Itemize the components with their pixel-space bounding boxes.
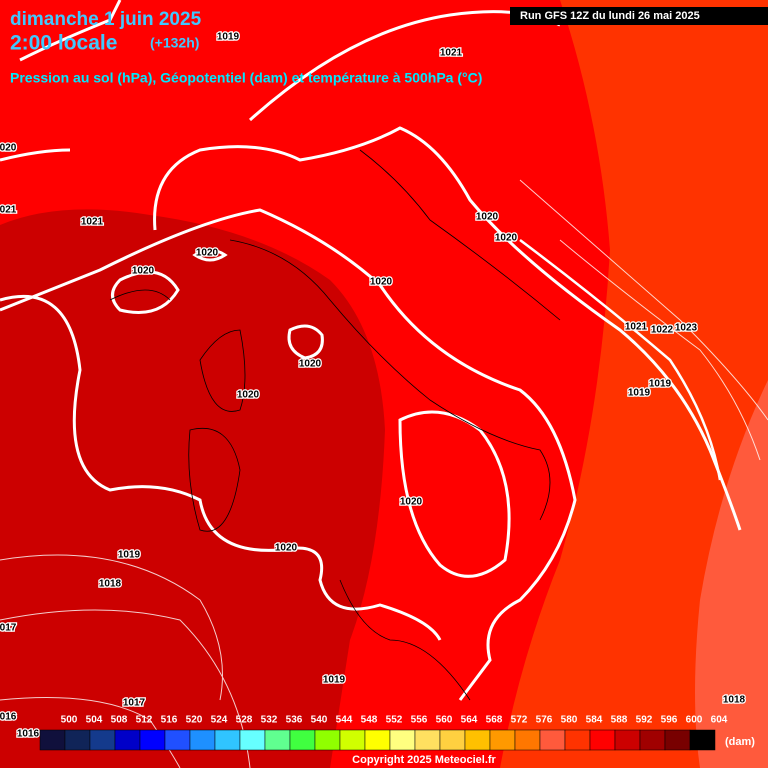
- legend-swatch: [289, 729, 316, 751]
- isobar-label: 1018: [723, 695, 746, 706]
- legend-swatch: [539, 729, 566, 751]
- isobar-label: 1019: [118, 550, 141, 561]
- isobar-label: 1020: [476, 212, 499, 223]
- legend-swatch: [689, 729, 716, 751]
- isobar-label: 1021: [81, 217, 104, 228]
- isobar-label: 1020: [299, 359, 322, 370]
- legend-swatch: [314, 729, 341, 751]
- isobar-label: 1020: [495, 233, 518, 244]
- legend-label: 568: [486, 715, 503, 726]
- legend-label: 572: [511, 715, 528, 726]
- legend-label: 532: [261, 715, 278, 726]
- legend-swatch: [214, 729, 241, 751]
- legend-swatch: [589, 729, 616, 751]
- isobar-label: 017: [0, 623, 17, 634]
- subtitle: Pression au sol (hPa), Géopotentiel (dam…: [10, 70, 482, 86]
- legend-label: 500: [61, 715, 78, 726]
- legend-label: 552: [386, 715, 403, 726]
- isobar-label: 1020: [132, 266, 155, 277]
- isobar-label: 1022: [651, 325, 674, 336]
- legend-label: 592: [636, 715, 653, 726]
- legend-label: 504: [86, 715, 103, 726]
- legend-label: 540: [311, 715, 328, 726]
- isobar-label: 1020: [196, 248, 219, 259]
- legend-label: 508: [111, 715, 128, 726]
- isobar-label: 1016: [17, 729, 40, 740]
- legend-swatch: [664, 729, 691, 751]
- isobar-label: 1020: [275, 543, 298, 554]
- legend-swatch: [564, 729, 591, 751]
- legend-label: 600: [686, 715, 703, 726]
- legend-label: 512: [136, 715, 153, 726]
- legend-label: 520: [186, 715, 203, 726]
- legend-swatch: [339, 729, 366, 751]
- legend-swatch: [514, 729, 541, 751]
- isobar-label: 016: [0, 712, 17, 723]
- legend-label: 516: [161, 715, 178, 726]
- isobar-label: 1019: [323, 675, 346, 686]
- isobar-label: 020: [0, 143, 17, 154]
- legend-swatch: [414, 729, 441, 751]
- isobar-label: 1020: [370, 277, 393, 288]
- isobar-label: 1020: [237, 390, 260, 401]
- legend-label: 596: [661, 715, 678, 726]
- legend-swatch: [139, 729, 166, 751]
- legend-label: 536: [286, 715, 303, 726]
- legend-swatch: [89, 729, 116, 751]
- legend-swatch: [489, 729, 516, 751]
- legend-swatch: [464, 729, 491, 751]
- legend-swatch: [164, 729, 191, 751]
- legend-swatch: [614, 729, 641, 751]
- run-info: Run GFS 12Z du lundi 26 mai 2025: [520, 10, 700, 22]
- legend-label: 576: [536, 715, 553, 726]
- isotherms: [0, 179, 768, 769]
- legend-label: 548: [361, 715, 378, 726]
- legend-swatch: [39, 729, 66, 751]
- zone-580: [695, 380, 768, 768]
- zone-592: [0, 209, 385, 768]
- copyright: Copyright 2025 Meteociel.fr: [352, 754, 496, 766]
- run-banner: [510, 7, 768, 25]
- isobar-label: 1021: [440, 48, 463, 59]
- lead-time: (+132h): [150, 35, 199, 51]
- isobar-label: 1023: [675, 323, 698, 334]
- forecast-date: dimanche 1 juin 2025: [10, 9, 202, 30]
- coastlines: [109, 149, 561, 701]
- legend-swatch: [189, 729, 216, 751]
- legend-swatch: [364, 729, 391, 751]
- forecast-time: 2:00 locale: [10, 32, 117, 55]
- legend-label: 528: [236, 715, 253, 726]
- isobar-labels: 1019 1021 020 021 1021 1020 1020 1020 1020 1020 10…: [0, 30, 747, 741]
- legend-unit: (dam): [725, 736, 755, 748]
- legend-label: 604: [711, 715, 728, 726]
- isobar-label: 1017: [123, 698, 146, 709]
- isobar-label: 021: [0, 205, 17, 216]
- legend-label: 544: [336, 715, 353, 726]
- isobar-label: 1019: [649, 379, 672, 390]
- isobar-label: 1020: [400, 497, 423, 508]
- legend-swatch: [239, 729, 266, 751]
- legend-label: 588: [611, 715, 628, 726]
- legend-swatch: [114, 729, 141, 751]
- legend-label: 556: [411, 715, 428, 726]
- isobar-label: 1019: [217, 32, 240, 43]
- legend-label: 584: [586, 715, 603, 726]
- legend-label: 580: [561, 715, 578, 726]
- legend-swatch: [264, 729, 291, 751]
- legend-label: 564: [461, 715, 478, 726]
- legend: 500 504 508 512 516 520 524 528 532 536 540 544 548 5…: [39, 715, 728, 751]
- legend-label: 524: [211, 715, 228, 726]
- zone-584: [500, 0, 768, 768]
- isobar-label: 1021: [625, 322, 648, 333]
- legend-swatch: [439, 729, 466, 751]
- legend-swatch: [639, 729, 666, 751]
- isobar-label: 1019: [628, 388, 651, 399]
- legend-swatch: [64, 729, 91, 751]
- isobar-label: 1018: [99, 579, 122, 590]
- legend-swatch: [389, 729, 416, 751]
- legend-label: 560: [436, 715, 453, 726]
